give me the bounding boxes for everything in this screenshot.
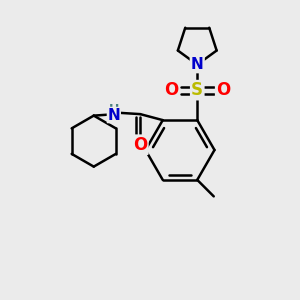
Text: O: O [133, 136, 147, 154]
Text: O: O [216, 81, 230, 99]
Text: N: N [107, 107, 120, 122]
Text: O: O [164, 81, 178, 99]
Text: N: N [191, 57, 204, 72]
Text: H: H [109, 103, 119, 116]
Text: S: S [191, 81, 203, 99]
